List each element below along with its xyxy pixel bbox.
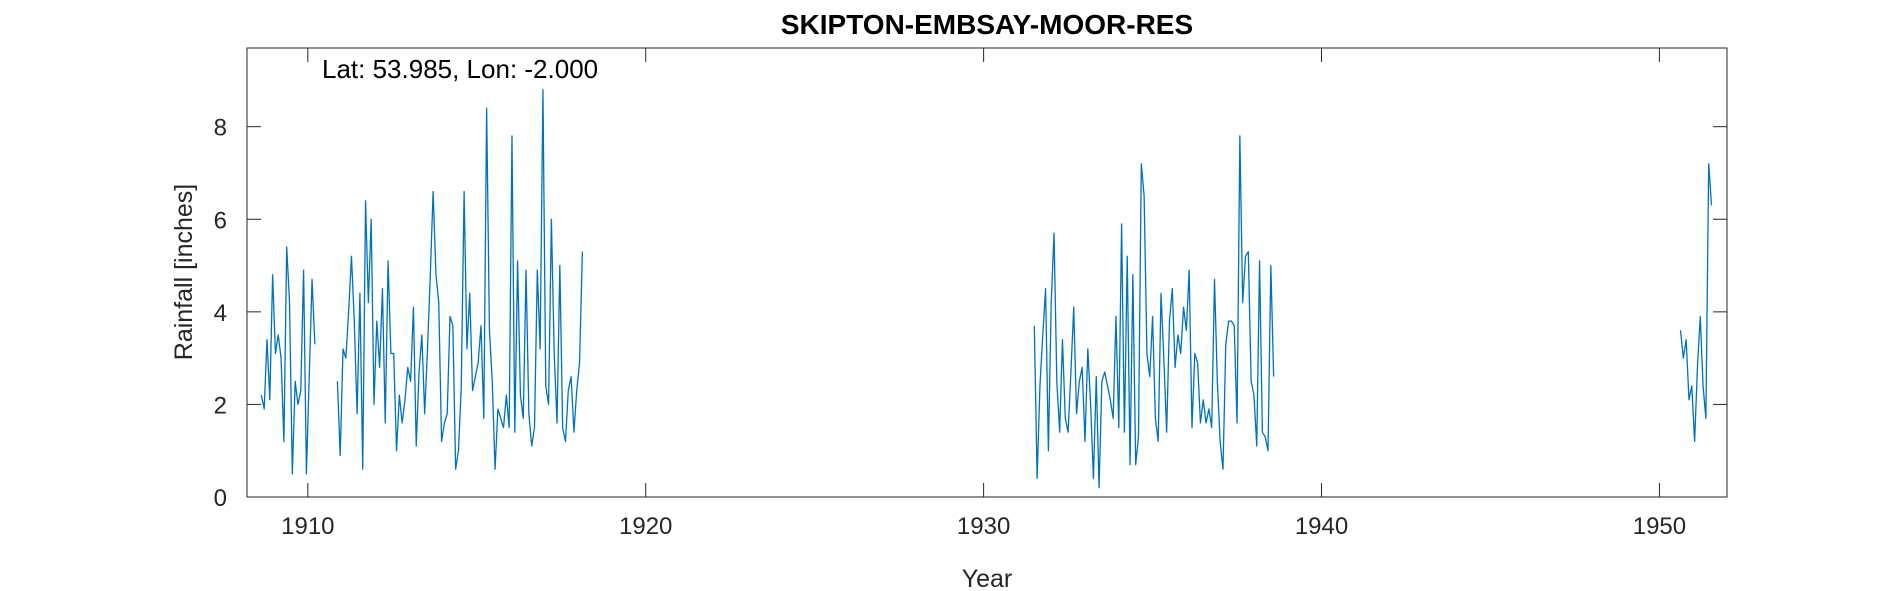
y-tick-label: 8	[214, 115, 227, 142]
tick-layer: 1910 1920 1930 1940 1950 0 2 4 6 8	[214, 48, 1727, 540]
y-tick-label: 2	[214, 392, 227, 419]
data-layer	[260, 89, 1713, 489]
chart-title: SKIPTON-EMBSAY-MOOR-RES	[781, 9, 1193, 40]
plot-area	[247, 48, 1727, 497]
x-tick-label: 1940	[1295, 513, 1348, 540]
rainfall-series-segment-1	[260, 246, 316, 475]
y-tick-label: 6	[214, 207, 227, 234]
rainfall-series-segment-3	[1033, 135, 1275, 489]
rainfall-series-segment-4	[1679, 163, 1713, 443]
axes-box	[246, 47, 1728, 498]
location-annotation: Lat: 53.985, Lon: -2.000	[322, 54, 598, 84]
x-tick-label: 1920	[619, 513, 672, 540]
rainfall-series-segment-2	[336, 89, 584, 470]
x-axis-label: Year	[962, 565, 1013, 591]
x-tick-label: 1930	[957, 513, 1010, 540]
y-tick-label: 4	[214, 300, 227, 327]
y-axis-label: Rainfall [inches]	[170, 184, 198, 360]
x-tick-label: 1910	[281, 513, 334, 540]
x-tick-label: 1950	[1633, 513, 1686, 540]
axes-frame	[246, 47, 1728, 498]
y-tick-label: 0	[214, 485, 227, 512]
